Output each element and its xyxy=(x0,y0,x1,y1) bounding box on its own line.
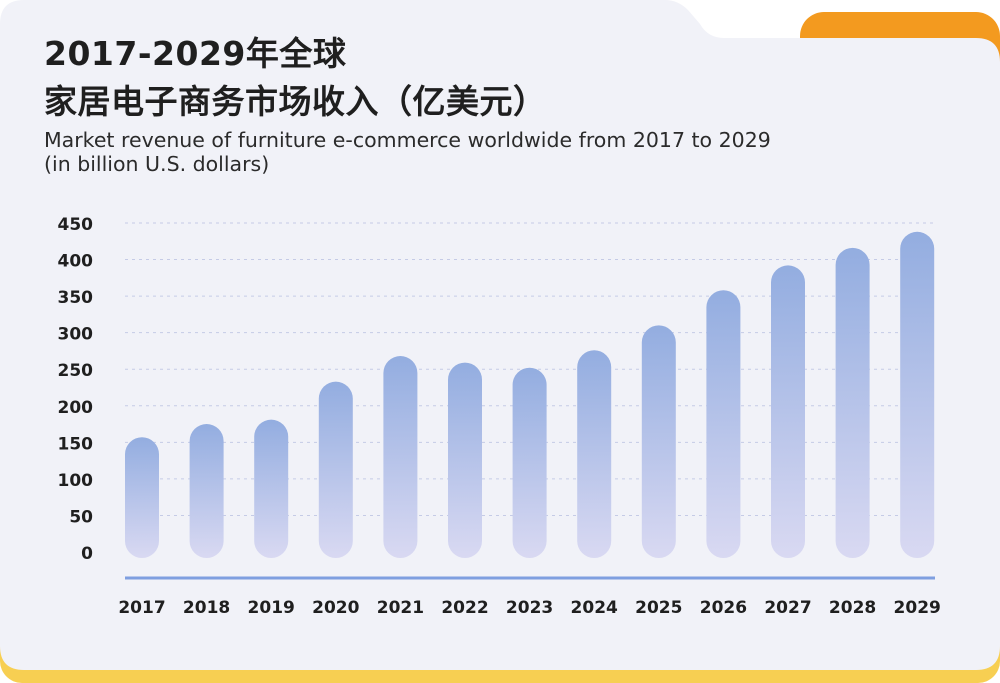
bar-2025 xyxy=(641,325,676,558)
x-tick-label: 2020 xyxy=(312,598,359,618)
y-tick-label: 350 xyxy=(58,288,94,308)
x-axis-ticks: 2017 2018 2019 2020 2021 2022 2023 2024 2025 2026… xyxy=(118,598,941,618)
x-tick-label: 2024 xyxy=(571,598,618,618)
y-tick-label: 450 xyxy=(58,215,94,235)
chart-subtitle: Market revenue of furniture e-commerce w… xyxy=(44,128,771,176)
y-tick-label: 300 xyxy=(58,325,94,345)
y-tick-label: 400 xyxy=(58,252,94,272)
x-tick-label: 2018 xyxy=(183,598,230,618)
subtitle-line-2: (in billion U.S. dollars) xyxy=(44,152,270,176)
bar-2017 xyxy=(125,437,159,558)
bars xyxy=(125,231,935,559)
x-tick-label: 2023 xyxy=(506,598,553,618)
y-tick-label: 0 xyxy=(81,544,93,564)
chart-title: 2017-2029年全球 家居电子商务市场收入（亿美元） xyxy=(44,30,547,126)
title-line-2: 家居电子商务市场收入（亿美元） xyxy=(44,82,547,121)
bar-2023 xyxy=(512,367,547,558)
x-tick-label: 2029 xyxy=(894,598,941,618)
subtitle-line-1: Market revenue of furniture e-commerce w… xyxy=(44,128,771,152)
x-tick-label: 2025 xyxy=(635,598,682,618)
bar-2018 xyxy=(189,424,224,558)
bar-2021 xyxy=(383,356,418,558)
y-tick-label: 100 xyxy=(58,471,94,491)
x-tick-label: 2017 xyxy=(118,598,165,618)
y-tick-label: 150 xyxy=(58,434,94,454)
y-tick-label: 50 xyxy=(69,507,93,527)
bar-2027 xyxy=(771,265,805,558)
x-tick-label: 2026 xyxy=(700,598,747,618)
bar-2020 xyxy=(318,381,353,558)
bar-2022 xyxy=(448,362,482,558)
y-tick-label: 250 xyxy=(58,361,94,381)
bar-2024 xyxy=(577,350,612,558)
bar-2026 xyxy=(706,290,741,558)
title-line-1: 2017-2029年全球 xyxy=(44,34,347,73)
x-tick-label: 2022 xyxy=(441,598,488,618)
x-tick-label: 2019 xyxy=(248,598,295,618)
y-axis-ticks: 0 50 100 150 200 250 300 350 400 450 xyxy=(58,215,94,564)
x-tick-label: 2027 xyxy=(764,598,811,618)
x-tick-label: 2028 xyxy=(829,598,876,618)
bar-2019 xyxy=(254,419,289,558)
bar-2029 xyxy=(900,231,935,559)
bar-2028 xyxy=(835,247,870,558)
y-tick-label: 200 xyxy=(58,398,94,418)
x-tick-label: 2021 xyxy=(377,598,424,618)
